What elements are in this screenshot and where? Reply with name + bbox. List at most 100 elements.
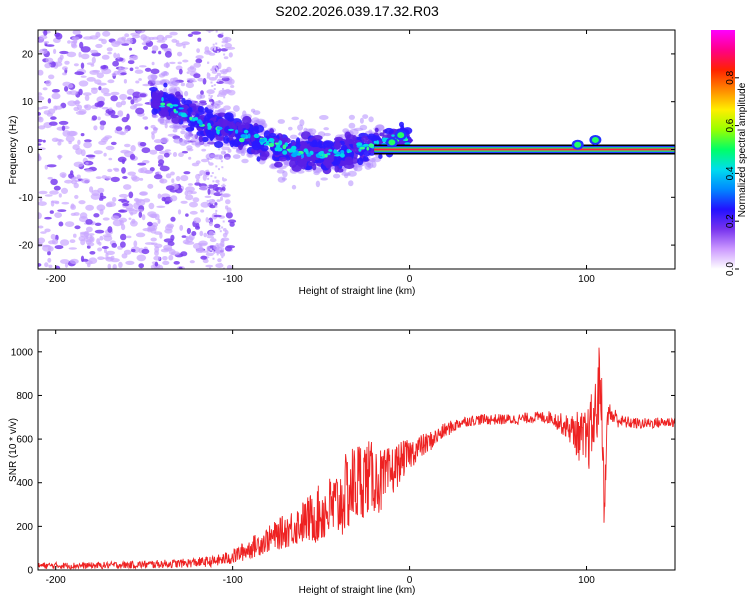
noise-blob	[163, 62, 171, 68]
noise-speck	[214, 47, 217, 50]
noise-blob	[80, 46, 91, 53]
noise-speck	[212, 180, 215, 183]
noise-blob	[87, 242, 95, 247]
noise-blob	[48, 264, 53, 268]
ridge-peak	[173, 108, 177, 113]
x-tick-label: 0	[407, 274, 413, 285]
y-tick-label: -10	[19, 193, 34, 204]
noise-blob	[163, 152, 170, 158]
noise-blob	[98, 241, 102, 246]
noise-speck	[207, 234, 210, 237]
noise-blob	[163, 244, 173, 250]
noise-blob	[121, 100, 126, 106]
ridge-blob	[214, 141, 224, 148]
noise-blob	[203, 232, 208, 238]
halo-blob	[319, 115, 329, 120]
noise-speck	[219, 75, 222, 78]
noise-blob	[96, 72, 105, 79]
noise-speck	[219, 248, 222, 251]
ridge-blob	[333, 141, 342, 150]
snr-marks	[38, 347, 675, 570]
noise-blob	[110, 215, 120, 221]
noise-blob	[121, 43, 129, 46]
noise-speck	[217, 94, 220, 97]
noise-blob	[121, 167, 126, 174]
noise-blob	[61, 187, 68, 194]
halo-blob	[178, 125, 183, 129]
noise-blob	[53, 48, 57, 55]
halo-blob	[359, 117, 364, 124]
ridge-blob	[374, 127, 379, 133]
halo-blob	[291, 184, 297, 190]
noise-blob	[107, 263, 112, 269]
noise-blob	[55, 33, 63, 40]
ridge-blob	[206, 130, 215, 139]
noise-blob	[138, 78, 142, 81]
noise-blob	[38, 154, 41, 161]
noise-blob	[181, 41, 190, 46]
ridge-blob	[328, 156, 334, 163]
noise-blob	[195, 55, 204, 60]
noise-blob	[112, 60, 119, 67]
noise-blob	[38, 143, 42, 146]
noise-blob	[45, 57, 54, 63]
noise-blob	[70, 212, 76, 216]
noise-speck	[210, 101, 213, 104]
noise-speck	[222, 248, 225, 251]
noise-blob	[142, 116, 148, 120]
noise-blob	[142, 36, 151, 43]
noise-blob	[91, 115, 98, 121]
noise-blob	[93, 150, 103, 155]
noise-blob	[85, 169, 93, 173]
noise-blob	[180, 82, 186, 87]
noise-blob	[189, 65, 195, 70]
noise-blob	[111, 40, 121, 47]
noise-blob	[225, 46, 236, 50]
ridge-blob	[295, 142, 301, 149]
noise-blob	[69, 90, 78, 96]
noise-blob	[78, 88, 83, 96]
noise-blob	[153, 255, 161, 261]
noise-blob	[150, 237, 157, 242]
halo-blob	[216, 109, 222, 114]
noise-blob	[161, 48, 172, 51]
noise-blob	[139, 177, 144, 181]
noise-blob	[216, 199, 221, 202]
ridge-blob	[181, 97, 186, 105]
noise-speck	[222, 220, 225, 223]
noise-blob	[57, 209, 67, 213]
x-tick-label: 0	[407, 575, 413, 586]
noise-speck	[210, 95, 213, 98]
noise-blob	[225, 205, 229, 210]
noise-speck	[220, 253, 222, 256]
noise-blob	[98, 38, 104, 42]
noise-blob	[110, 91, 120, 96]
noise-blob	[107, 51, 112, 55]
halo-blob	[277, 119, 285, 124]
noise-blob	[200, 209, 205, 213]
noise-speck	[218, 168, 220, 171]
noise-blob	[38, 37, 44, 43]
noise-blob	[144, 170, 153, 174]
ridge-blob	[232, 139, 242, 146]
ridge-blob	[158, 110, 170, 117]
noise-blob	[127, 96, 132, 100]
ridge-blob	[363, 155, 369, 162]
noise-blob	[160, 137, 169, 144]
noise-blob	[141, 214, 146, 221]
noise-blob	[222, 89, 232, 94]
noise-blob	[170, 216, 176, 222]
noise-speck	[215, 42, 218, 45]
ridge-peak	[326, 152, 331, 156]
noise-blob	[148, 202, 155, 210]
noise-blob	[126, 37, 133, 42]
noise-blob	[66, 51, 77, 58]
noise-blob	[70, 41, 77, 48]
noise-blob	[189, 80, 197, 83]
snr-plot-area	[38, 330, 675, 570]
noise-blob	[126, 113, 130, 120]
noise-blob	[98, 86, 102, 91]
halo-blob	[241, 158, 249, 164]
noise-blob	[147, 183, 154, 189]
noise-speck	[217, 79, 220, 82]
